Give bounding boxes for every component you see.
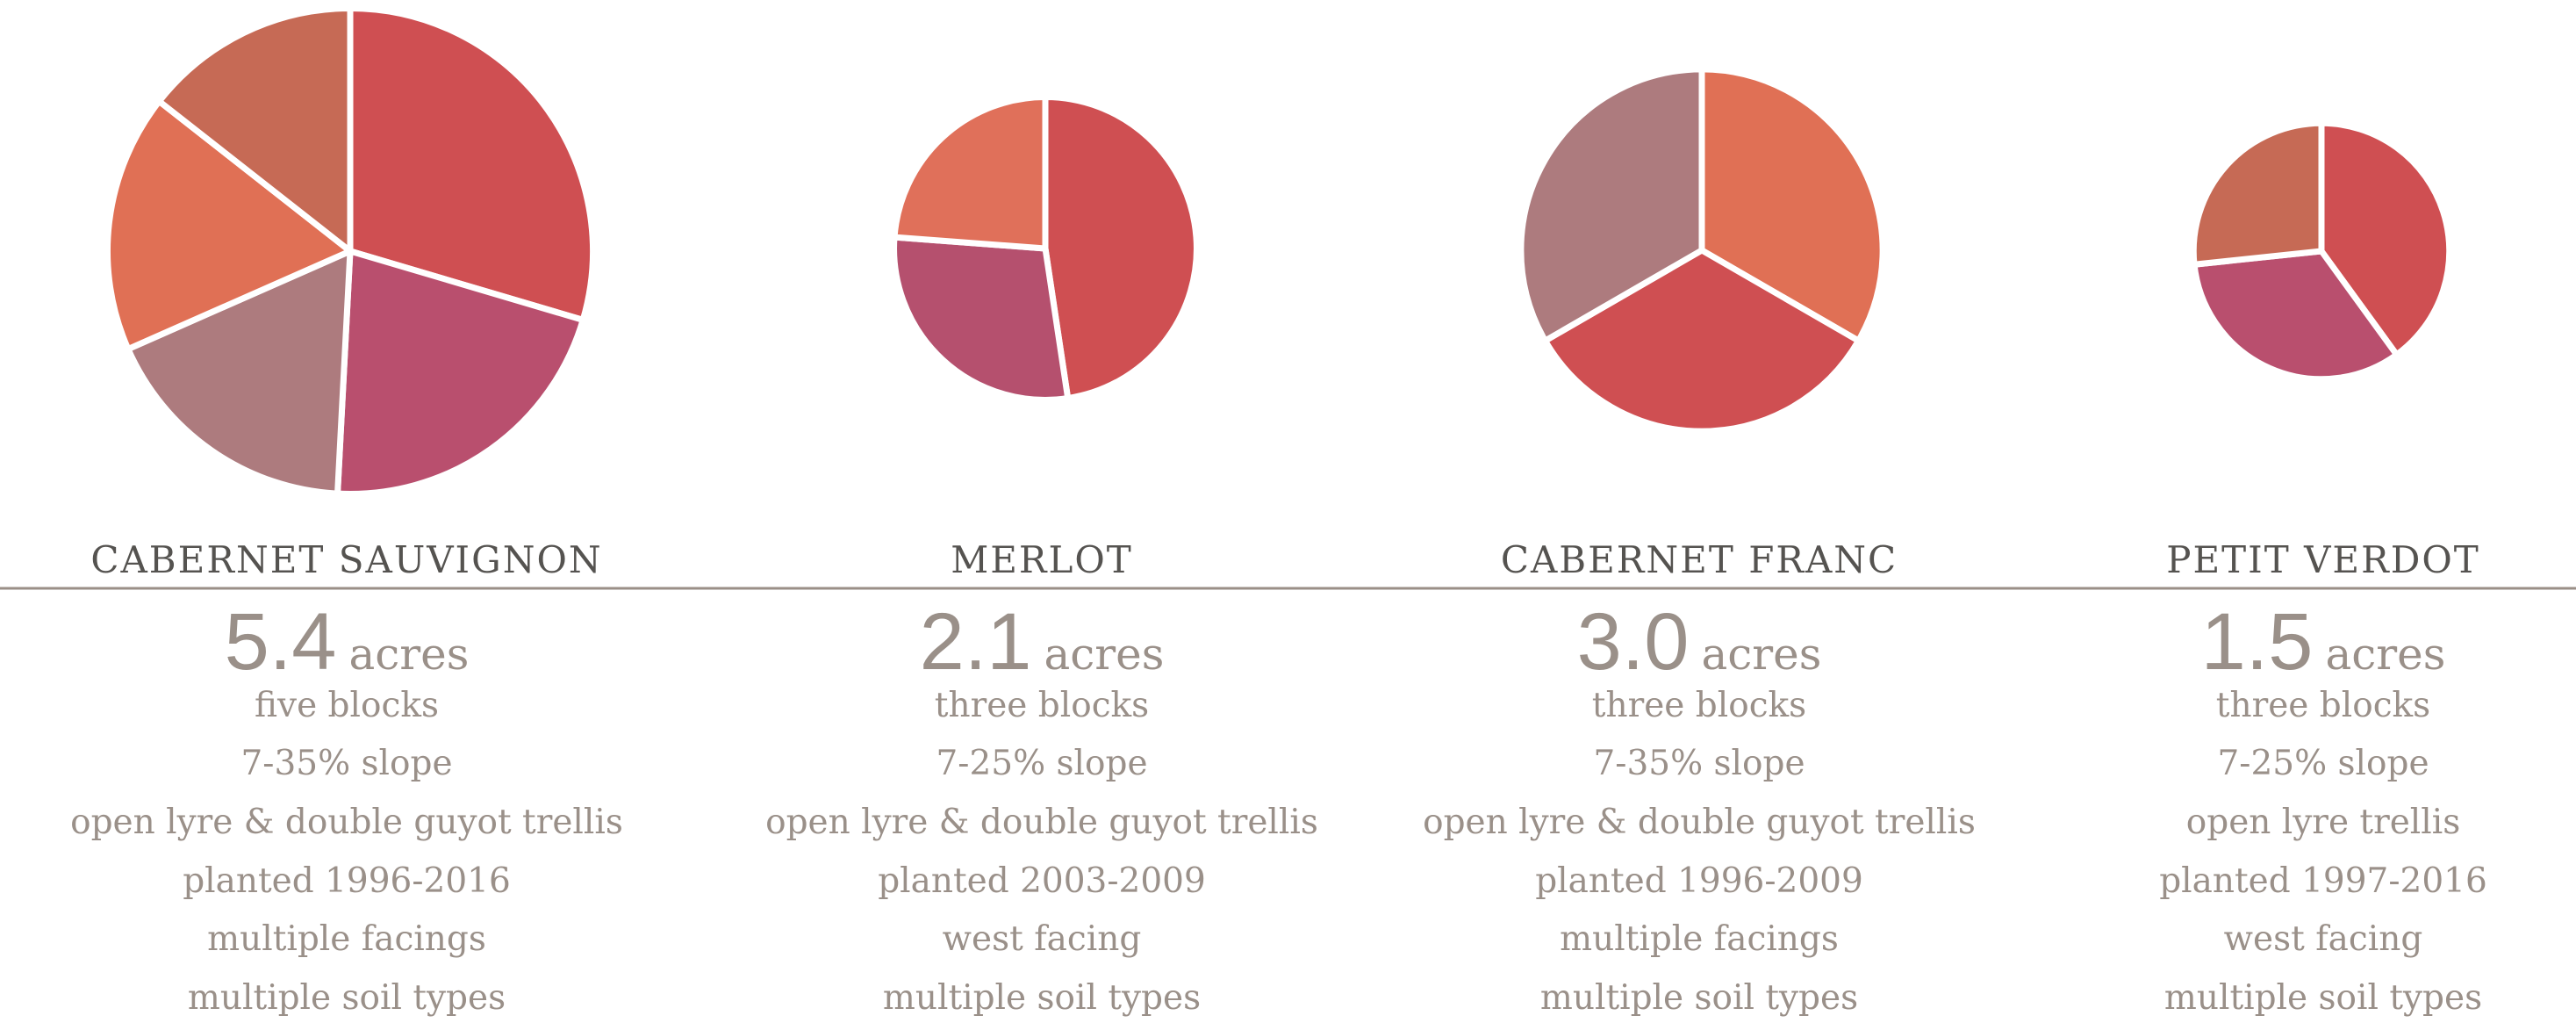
detail-line: multiple soil types [2164,978,2482,1018]
pie-slice [891,94,1049,252]
acreage-unit: acres [2325,629,2445,680]
detail-line: multiple soil types [1540,978,1858,1018]
detail-line: open lyre & double guyot trellis [765,803,1318,842]
detail-line: multiple soil types [883,978,1201,1018]
pie-slice [125,248,354,497]
variety-name: MERLOT [951,538,1133,581]
acreage-unit: acres [348,629,469,680]
acreage: 2.1 acres [920,597,1165,687]
detail-line: open lyre & double guyot trellis [70,803,623,842]
acreage-value: 1.5 [2201,597,2314,687]
detail-line: 7-25% slope [936,744,1147,783]
detail-line: planted 1996-2016 [183,861,511,901]
acreage-value: 5.4 [225,597,337,687]
detail-line: five blocks [255,686,439,725]
variety-name: CABERNET FRANC [1501,538,1898,581]
variety-name: PETIT VERDOT [2166,538,2480,581]
acreage: 5.4 acres [225,597,470,687]
acreage-unit: acres [1701,629,1821,680]
detail-line: 7-35% slope [240,744,452,783]
acreage: 3.0 acres [1577,597,1822,687]
detail-line: west facing [2224,919,2423,959]
detail-line: open lyre & double guyot trellis [1423,803,1976,842]
acreage: 1.5 acres [2201,597,2446,687]
detail-line: three blocks [935,686,1149,725]
detail-line: west facing [943,919,1142,959]
pie-slice [2318,119,2453,358]
detail-line: planted 1997-2016 [2159,861,2487,901]
pie-slice [1542,247,1862,435]
pie-slice [104,97,354,353]
variety-name: CABERNET SAUVIGNON [90,538,602,581]
pie-slice [1518,66,1705,344]
pie-slice [347,4,597,323]
pie-slice [334,248,586,498]
acreage-unit: acres [1044,629,1164,680]
acreage-value: 3.0 [1577,597,1690,687]
detail-line: three blocks [2216,686,2430,725]
detail-line: 7-35% slope [1593,744,1805,783]
detail-line: planted 1996-2009 [1535,861,1863,901]
pie-slice [891,234,1072,403]
pie-slice [155,4,354,255]
detail-line: multiple soil types [188,978,506,1018]
pie-slice [1042,94,1200,402]
pie-slice [2190,119,2325,268]
detail-line: three blocks [1592,686,1806,725]
acreage-value: 2.1 [920,597,1032,687]
detail-line: multiple facings [1560,919,1839,959]
detail-line: multiple facings [207,919,486,959]
detail-line: planted 2003-2009 [878,861,1206,901]
detail-line: 7-25% slope [2217,744,2429,783]
pie-slice [2191,248,2400,383]
detail-line: open lyre trellis [2186,803,2461,842]
